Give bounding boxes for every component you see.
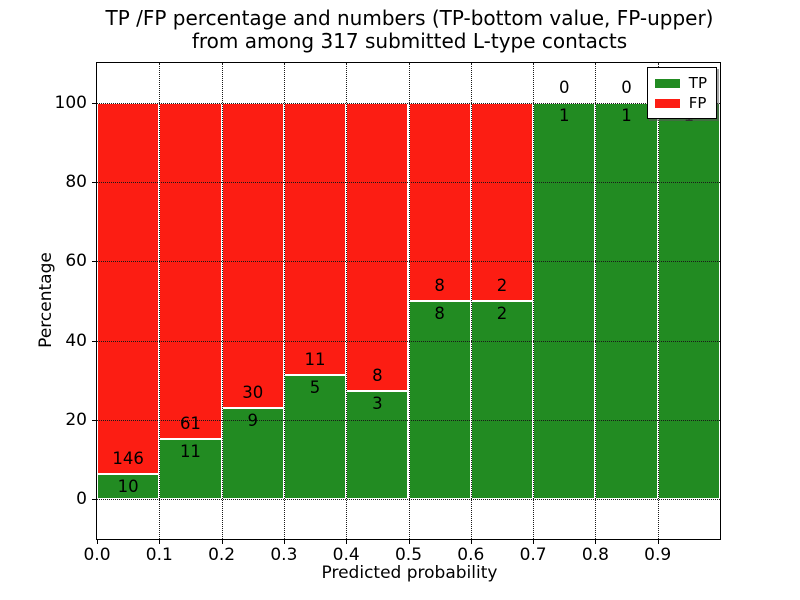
tp-count-label: 10 xyxy=(117,476,139,496)
bar-tp-segment xyxy=(159,438,222,500)
fp-count-label: 61 xyxy=(179,413,201,433)
y-tick-mark xyxy=(92,499,97,501)
y-tick-label: 0 xyxy=(76,489,87,510)
bar-tp-segment xyxy=(283,375,347,500)
fp-count-label: 0 xyxy=(621,77,632,97)
tp-count-label: 1 xyxy=(558,105,570,125)
bar-fp-segment xyxy=(408,102,471,301)
v-gridline xyxy=(346,63,348,539)
fp-count-label: 8 xyxy=(434,276,445,295)
fp-count-label: 8 xyxy=(372,366,383,386)
tp-count-label: 1 xyxy=(621,105,632,125)
bar-tp-segment xyxy=(595,102,658,500)
fp-count-label: 0 xyxy=(558,77,570,97)
bar-tp-segment xyxy=(657,102,720,500)
legend-item-fp: FP xyxy=(654,94,707,112)
x-tick-label: 0.6 xyxy=(457,545,485,565)
x-tick-label: 0.9 xyxy=(644,545,672,565)
x-tick-mark xyxy=(159,539,161,544)
v-gridline xyxy=(221,63,223,539)
x-tick-mark xyxy=(657,539,659,544)
plot-area: TP FP 1461061113091158388220101010.00.10… xyxy=(55,62,721,565)
x-tick-label: 0.4 xyxy=(332,545,360,565)
v-gridline xyxy=(533,63,535,539)
tp-count-label: 3 xyxy=(372,394,383,414)
bar-fp-segment xyxy=(346,102,409,392)
y-tick-label: 100 xyxy=(54,92,87,113)
v-gridline xyxy=(159,63,161,539)
bar-fp-segment xyxy=(97,102,160,474)
legend-label-tp: TP xyxy=(688,74,707,92)
y-tick-mark xyxy=(92,420,97,421)
v-gridline xyxy=(470,63,472,539)
x-tick-mark xyxy=(533,539,535,544)
tp-color-swatch xyxy=(654,78,680,88)
v-gridline xyxy=(657,63,659,539)
x-tick-label: 0.7 xyxy=(519,545,547,565)
tp-count-label: 2 xyxy=(496,304,508,323)
bar-tp-segment xyxy=(533,102,596,500)
y-tick-mark xyxy=(92,182,97,183)
tp-count-label: 5 xyxy=(309,378,321,398)
tp-count-label: 9 xyxy=(247,410,258,430)
x-tick-label: 0.1 xyxy=(145,545,173,565)
chart-title-line1: TP /FP percentage and numbers (TP-bottom… xyxy=(105,6,714,30)
bar-tp-segment xyxy=(97,473,160,500)
fp-count-label: 2 xyxy=(496,276,508,295)
x-tick-mark xyxy=(470,539,472,544)
chart-title-line2: from among 317 submitted L-type contacts xyxy=(191,29,628,53)
x-tick-label: 0.2 xyxy=(208,545,236,565)
bar-tp-segment xyxy=(408,301,471,500)
v-gridline xyxy=(283,63,285,539)
bar-fp-segment xyxy=(159,102,222,439)
x-tick-label: 0.0 xyxy=(83,545,111,565)
x-tick-label: 0.3 xyxy=(270,545,298,565)
bar-fp-segment xyxy=(283,102,347,376)
legend-item-tp: TP xyxy=(654,74,707,92)
x-tick-label: 0.5 xyxy=(394,545,423,565)
bar-fp-segment xyxy=(221,102,284,408)
y-tick-label: 20 xyxy=(65,410,87,430)
v-gridline xyxy=(408,63,410,539)
bar-tp-segment xyxy=(470,301,534,500)
y-tick-mark xyxy=(92,340,97,342)
legend-label-fp: FP xyxy=(688,94,707,112)
x-tick-mark xyxy=(595,539,597,544)
y-tick-mark xyxy=(92,261,97,263)
fp-count-label: 146 xyxy=(112,448,144,468)
legend: TP FP xyxy=(646,67,717,119)
x-tick-mark xyxy=(408,539,410,544)
fp-color-swatch xyxy=(654,98,680,108)
tp-count-label: 11 xyxy=(179,441,201,461)
x-tick-mark xyxy=(346,539,348,544)
y-tick-label: 80 xyxy=(65,172,87,192)
x-tick-mark xyxy=(97,539,98,544)
y-tick-label: 40 xyxy=(65,330,87,351)
fp-count-label: 30 xyxy=(242,382,264,402)
fp-count-label: 11 xyxy=(304,350,326,370)
x-tick-mark xyxy=(283,539,285,544)
x-axis-label: Predicted probability xyxy=(321,563,498,583)
x-tick-mark xyxy=(221,539,223,544)
x-tick-label: 0.8 xyxy=(581,545,609,565)
tp-count-label: 8 xyxy=(434,304,445,323)
y-tick-label: 60 xyxy=(65,251,87,272)
y-tick-mark xyxy=(92,102,97,104)
bar-fp-segment xyxy=(470,102,534,301)
chart-title: TP /FP percentage and numbers (TP-bottom… xyxy=(96,7,723,53)
v-gridline xyxy=(595,63,597,539)
